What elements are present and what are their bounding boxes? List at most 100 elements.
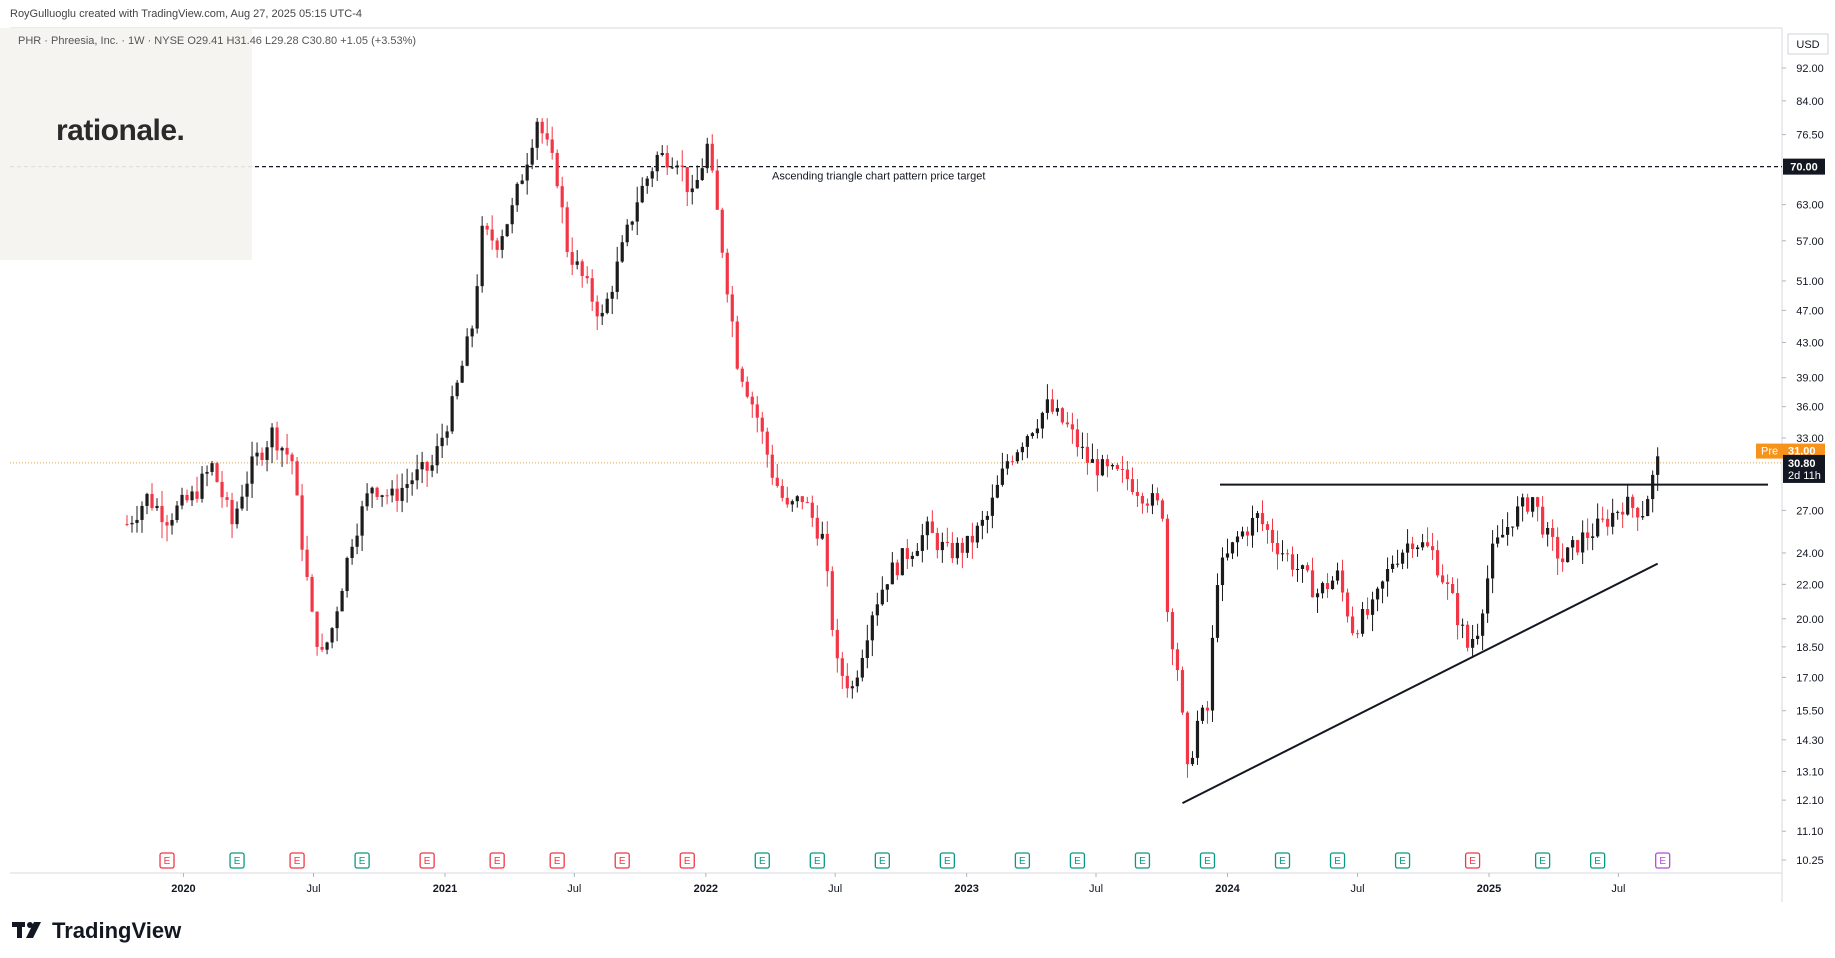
earnings-marker-icon[interactable]: [939, 852, 956, 869]
candle-body: [910, 555, 914, 559]
candle-body: [440, 437, 444, 447]
earnings-marker-icon[interactable]: [679, 852, 695, 869]
candle-body: [1521, 497, 1525, 507]
candle-body: [1601, 518, 1605, 520]
candle-body: [1000, 468, 1004, 485]
support-trend-line[interactable]: [1182, 562, 1659, 805]
candle-body: [465, 336, 469, 366]
candle-body: [830, 571, 834, 630]
candle-body: [1285, 553, 1290, 555]
candle-body: [1621, 511, 1625, 515]
candle-body: [1405, 543, 1410, 553]
earnings-marker-icon[interactable]: [754, 852, 770, 869]
earnings-marker-icon[interactable]: [229, 852, 245, 869]
candle-body: [305, 549, 309, 577]
candle-body: [445, 431, 449, 438]
earnings-marker-icon[interactable]: [354, 852, 370, 869]
candle-body: [1030, 433, 1034, 437]
earnings-marker-icon[interactable]: [1069, 852, 1086, 869]
earnings-marker-icon[interactable]: [1014, 852, 1031, 869]
earnings-marker-icon[interactable]: [809, 852, 825, 869]
candle-body: [175, 505, 179, 521]
earnings-marker-icon[interactable]: [489, 852, 505, 869]
earnings-marker-label: E: [1469, 856, 1476, 867]
price-tick-label: 13.10: [1796, 766, 1824, 778]
tradingview-brand[interactable]: TradingView: [12, 918, 181, 944]
candle-body: [1125, 469, 1130, 480]
earnings-marker-label: E: [684, 856, 691, 867]
candle-body: [220, 481, 224, 498]
earnings-marker-icon[interactable]: [289, 852, 305, 869]
earnings-marker-icon[interactable]: [419, 852, 435, 869]
candle-body: [1210, 637, 1215, 711]
candle-body: [1480, 613, 1485, 636]
symbol-legend[interactable]: PHR · Phreesia, Inc. · 1W · NYSE O29.41 …: [18, 35, 417, 47]
earnings-marker-icon[interactable]: [1329, 852, 1346, 869]
candle-body: [1280, 553, 1285, 555]
candle-body: [525, 164, 529, 181]
candle-body: [460, 365, 464, 383]
earnings-marker-icon[interactable]: [614, 852, 630, 869]
earnings-marker-label: E: [814, 856, 821, 867]
candle-body: [975, 525, 979, 543]
price-tick-label: 22.00: [1796, 579, 1824, 591]
bar-countdown: 2d 11h: [1788, 470, 1821, 482]
earnings-marker-label: E: [1019, 856, 1026, 867]
earnings-marker-icon[interactable]: [1589, 852, 1606, 869]
candle-body: [400, 487, 404, 501]
candle-body: [1516, 506, 1520, 527]
earnings-marker-icon[interactable]: [1534, 852, 1551, 869]
candle-body: [780, 485, 784, 498]
price-tick-label: 36.00: [1796, 402, 1824, 414]
candle-body: [1345, 592, 1350, 617]
candle-body: [1215, 585, 1220, 638]
candle-body: [345, 557, 349, 592]
time-tick-label: Jul: [828, 883, 842, 895]
candle-body: [1230, 542, 1235, 554]
currency-box: [1787, 33, 1829, 55]
candle-body: [1175, 649, 1180, 671]
candle-body: [755, 404, 759, 418]
candle-body: [160, 505, 164, 523]
candle-body: [1250, 517, 1255, 536]
candle-body: [380, 495, 384, 497]
candle-body: [265, 447, 269, 460]
earnings-marker-icon[interactable]: [1199, 852, 1216, 869]
earnings-marker-icon[interactable]: [1274, 852, 1291, 869]
earnings-marker-label: E: [294, 856, 301, 867]
candle-body: [1155, 493, 1160, 501]
candle-body: [1020, 446, 1024, 453]
candle-body: [1100, 459, 1105, 476]
candle-body: [1450, 584, 1455, 594]
candle-body: [1415, 547, 1420, 550]
candle-body: [210, 463, 214, 472]
candle-body: [945, 541, 949, 543]
earnings-marker-icon[interactable]: [549, 852, 565, 869]
target-price-tag: [1783, 158, 1825, 175]
candle-body: [1365, 609, 1370, 615]
candle-body: [425, 462, 429, 471]
earnings-marker-icon[interactable]: [874, 852, 890, 869]
earnings-marker-icon[interactable]: [1655, 852, 1671, 869]
candle-body: [705, 143, 709, 169]
earnings-marker-icon[interactable]: [1464, 852, 1481, 869]
candle-body: [1571, 540, 1575, 548]
candle-body: [1235, 536, 1240, 543]
candle-body: [255, 452, 259, 457]
premarket-label: Pre: [1761, 446, 1778, 458]
candle-body: [675, 165, 679, 168]
price-tags: Pre 31.00 30.80 2d 11h: [1756, 443, 1825, 483]
candle-body: [935, 532, 939, 551]
candle-body: [1290, 554, 1295, 570]
candle-body: [1591, 536, 1595, 538]
candle-body: [1541, 506, 1545, 535]
candle-body: [685, 166, 689, 193]
earnings-marker-icon[interactable]: [159, 852, 175, 869]
candle-body: [610, 291, 614, 299]
candle-body: [890, 562, 894, 585]
earnings-marker-icon[interactable]: [1394, 852, 1411, 869]
candle-body: [565, 207, 569, 253]
price-tick-label: 92.00: [1796, 63, 1824, 75]
earnings-marker-icon[interactable]: [1134, 852, 1151, 869]
